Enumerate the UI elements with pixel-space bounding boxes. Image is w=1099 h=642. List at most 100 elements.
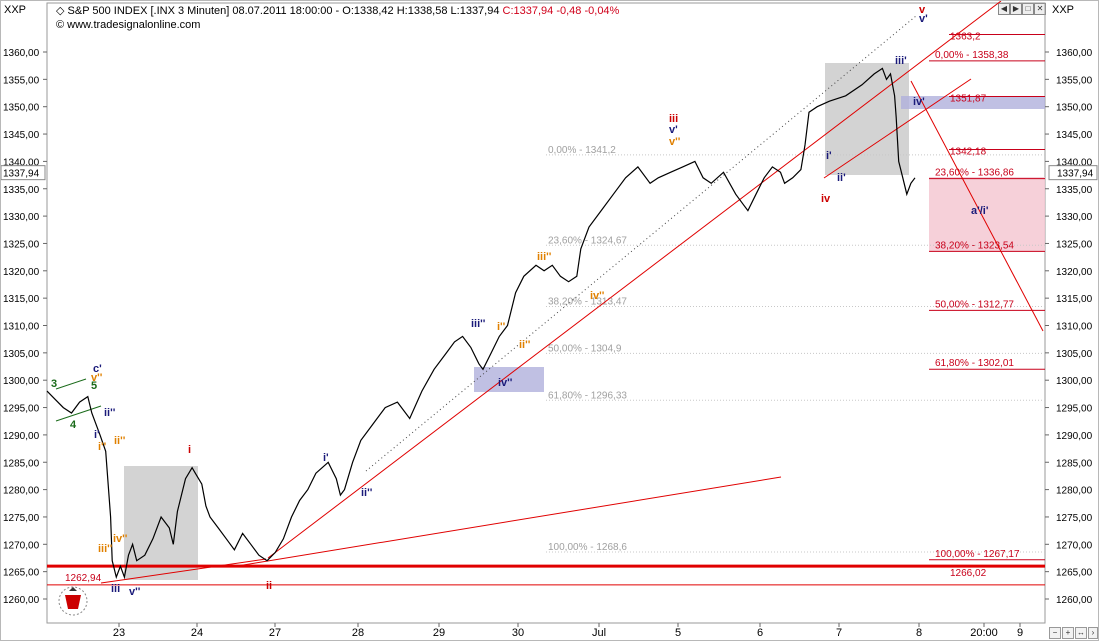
wave-label: c' xyxy=(93,363,102,375)
y-tick-label-left: 1290,00 xyxy=(3,431,40,442)
fib-label-red: 0,00% - 1358,38 xyxy=(935,50,1009,61)
fib-label-red: 23,60% - 1336,86 xyxy=(935,168,1014,179)
wave-label: i' xyxy=(826,150,832,162)
y-tick-label-right: 1315,00 xyxy=(1056,294,1093,305)
scroll-left-icon[interactable]: ◀ xyxy=(998,3,1010,15)
wave-label: iii'' xyxy=(537,251,552,263)
y-tick-label-left: 1275,00 xyxy=(3,513,40,524)
y-tick-label-right: 1350,00 xyxy=(1056,103,1093,114)
wave-label: 3 xyxy=(51,378,57,390)
scroll-right-arrow-icon[interactable]: › xyxy=(1088,627,1098,639)
y-tick-label-left: 1265,00 xyxy=(3,568,40,579)
y-tick-label-left: 1260,00 xyxy=(3,595,40,606)
wave-label: ii xyxy=(266,580,272,592)
fib-label-red: 1351,87 xyxy=(950,93,987,104)
trend-line xyxy=(100,558,267,584)
wave-label: iv'' xyxy=(113,533,128,545)
y-tick-label-right: 1305,00 xyxy=(1056,349,1093,360)
y-tick-label-right: 1295,00 xyxy=(1056,404,1093,415)
fib-label-gray: 38,20% - 1313,47 xyxy=(548,297,627,308)
zoom-in-icon[interactable]: + xyxy=(1062,627,1074,639)
fib-label-gray: 0,00% - 1341,2 xyxy=(548,145,616,156)
y-tick-label-left: 1325,00 xyxy=(3,239,40,250)
right-symbol-label: XXP xyxy=(1052,4,1075,16)
channel-line-dotted xyxy=(365,15,917,472)
wave-label: iii'' xyxy=(98,543,113,555)
wave-label: v' xyxy=(919,13,928,25)
x-tick-label: 5 xyxy=(675,627,681,639)
zoom-fit-icon[interactable]: ↔ xyxy=(1075,627,1087,639)
wave-label: i'' xyxy=(98,441,107,453)
wave-label: 5 xyxy=(91,380,97,392)
y-tick-label-right: 1345,00 xyxy=(1056,130,1093,141)
last-price-label-right: 1337,94 xyxy=(1057,169,1094,180)
last-price-box-right xyxy=(1048,165,1098,181)
wave-label: iv' xyxy=(913,96,925,108)
y-tick-label-left: 1315,00 xyxy=(3,294,40,305)
wave-label: iii' xyxy=(895,55,907,67)
fib-label-gray: 50,00% - 1304,9 xyxy=(548,343,622,354)
y-tick-label-right: 1275,00 xyxy=(1056,513,1093,524)
wave-label: i' xyxy=(94,429,100,441)
fib-label-red: 1342,18 xyxy=(950,146,987,157)
y-tick-label-left: 1295,00 xyxy=(3,404,40,415)
y-tick-label-left: 1355,00 xyxy=(3,75,40,86)
y-tick-label-left: 1345,00 xyxy=(3,130,40,141)
fib-label-red: 1363,2 xyxy=(950,31,981,42)
wave-label: v xyxy=(919,4,926,16)
fib-label-red: 100,00% - 1267,17 xyxy=(935,549,1020,560)
copyright-icon: © xyxy=(56,19,68,31)
y-tick-label-right: 1340,00 xyxy=(1056,157,1093,168)
wave-label: ii'' xyxy=(104,407,116,419)
x-tick-label: 7 xyxy=(836,627,842,639)
wave-label: iv'' xyxy=(590,290,605,302)
diamond-icon: ◇ xyxy=(56,5,68,17)
website-credit: © www.tradesignalonline.com xyxy=(56,19,200,31)
target-zone-box xyxy=(474,367,544,392)
y-tick-label-right: 1330,00 xyxy=(1056,212,1093,223)
change-text: C:1337,94 -0,48 -0,04% xyxy=(502,5,620,17)
x-tick-label: 29 xyxy=(433,627,445,639)
x-tick-label: Jul xyxy=(592,627,606,639)
consolidation-box xyxy=(124,466,198,580)
y-tick-label-right: 1320,00 xyxy=(1056,267,1093,278)
green-trend-line xyxy=(55,378,87,390)
wave-label: i' xyxy=(323,452,329,464)
y-tick-label-right: 1280,00 xyxy=(1056,486,1093,497)
y-tick-label-right: 1290,00 xyxy=(1056,431,1093,442)
y-tick-label-left: 1350,00 xyxy=(3,103,40,114)
zoom-out-icon[interactable]: − xyxy=(1049,627,1061,639)
fib-label-gray: 61,80% - 1296,33 xyxy=(548,390,627,401)
y-tick-label-left: 1330,00 xyxy=(3,212,40,223)
wave-label: ii' xyxy=(837,172,846,184)
instrument-info: ◇ S&P 500 INDEX [.INX 3 Minuten] 08.07.2… xyxy=(56,4,619,17)
ohlc-text: S&P 500 INDEX [.INX 3 Minuten] 08.07.201… xyxy=(67,5,503,17)
y-tick-label-left: 1305,00 xyxy=(3,349,40,360)
y-tick-label-left: 1300,00 xyxy=(3,376,40,387)
trend-line xyxy=(267,1,1002,559)
y-tick-label-right: 1335,00 xyxy=(1056,185,1093,196)
y-tick-label-right: 1260,00 xyxy=(1056,595,1093,606)
wave-label: iv xyxy=(821,193,831,205)
y-tick-label-right: 1325,00 xyxy=(1056,239,1093,250)
x-tick-label: 20:00 xyxy=(970,627,998,639)
x-tick-label: 6 xyxy=(757,627,763,639)
logo-crown xyxy=(69,587,77,591)
x-tick-label: 30 xyxy=(512,627,524,639)
y-tick-label-right: 1360,00 xyxy=(1056,48,1093,59)
last-price-label-left: 1337,94 xyxy=(3,169,40,180)
y-tick-label-right: 1265,00 xyxy=(1056,568,1093,579)
y-tick-label-left: 1320,00 xyxy=(3,267,40,278)
scroll-right-icon[interactable]: ▶ xyxy=(1010,3,1022,15)
y-tick-label-left: 1310,00 xyxy=(3,322,40,333)
trend-line xyxy=(823,78,972,179)
fib-label-red: 38,20% - 1323,54 xyxy=(935,240,1014,251)
y-tick-label-right: 1285,00 xyxy=(1056,458,1093,469)
fib-label-gray: 23,60% - 1324,67 xyxy=(548,235,627,246)
price-line xyxy=(46,67,916,580)
wave-label: ii'' xyxy=(114,435,126,447)
wave-label: v'' xyxy=(669,136,681,148)
x-tick-label: 27 xyxy=(269,627,281,639)
